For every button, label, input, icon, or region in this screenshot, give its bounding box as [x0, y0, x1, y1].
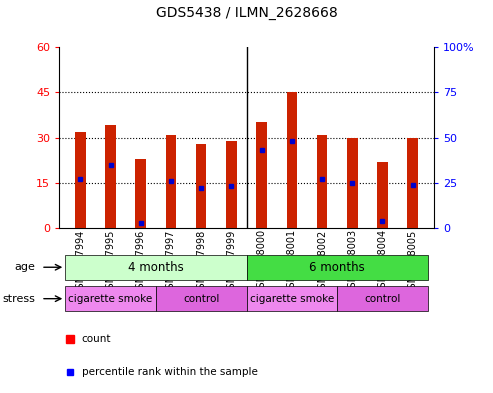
- Bar: [246, 255, 428, 280]
- Bar: [105, 125, 116, 228]
- Text: stress: stress: [2, 294, 35, 304]
- Text: age: age: [14, 262, 35, 272]
- Bar: [156, 286, 246, 311]
- Bar: [75, 132, 86, 228]
- Bar: [65, 255, 246, 280]
- Bar: [286, 92, 297, 228]
- Text: cigarette smoke: cigarette smoke: [249, 294, 334, 304]
- Text: percentile rank within the sample: percentile rank within the sample: [82, 367, 257, 377]
- Bar: [226, 141, 237, 228]
- Bar: [246, 286, 337, 311]
- Bar: [196, 143, 207, 228]
- Text: GDS5438 / ILMN_2628668: GDS5438 / ILMN_2628668: [156, 6, 337, 20]
- Text: control: control: [183, 294, 219, 304]
- Bar: [166, 134, 176, 228]
- Text: count: count: [82, 334, 111, 344]
- Bar: [317, 134, 327, 228]
- Bar: [407, 138, 418, 228]
- Bar: [256, 123, 267, 228]
- Text: 4 months: 4 months: [128, 261, 184, 274]
- Bar: [347, 138, 357, 228]
- Bar: [337, 286, 428, 311]
- Text: control: control: [364, 294, 401, 304]
- Bar: [377, 162, 388, 228]
- Bar: [65, 286, 156, 311]
- Bar: [136, 159, 146, 228]
- Text: 6 months: 6 months: [309, 261, 365, 274]
- Text: cigarette smoke: cigarette smoke: [69, 294, 153, 304]
